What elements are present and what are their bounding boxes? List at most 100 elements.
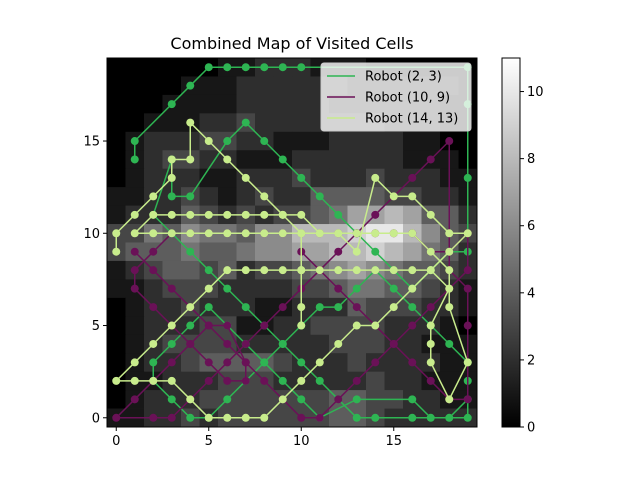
series-point bbox=[223, 395, 232, 404]
heatmap-cell bbox=[273, 94, 293, 114]
series-point bbox=[186, 321, 195, 330]
series-point bbox=[426, 376, 435, 385]
heatmap-cell bbox=[421, 390, 441, 409]
series-point bbox=[297, 63, 306, 72]
series-point bbox=[260, 192, 269, 201]
series-point bbox=[445, 339, 454, 348]
heatmap-cell bbox=[107, 334, 126, 354]
series-point bbox=[297, 321, 306, 330]
series-point bbox=[204, 413, 213, 422]
heatmap-cell bbox=[273, 187, 293, 206]
series-point bbox=[167, 358, 176, 367]
heatmap-cell bbox=[107, 279, 126, 299]
series-point bbox=[352, 321, 361, 330]
heatmap-cell bbox=[384, 242, 404, 262]
heatmap-cell bbox=[421, 168, 441, 188]
heatmap-cell bbox=[107, 297, 126, 317]
heatmap-cell bbox=[236, 94, 256, 114]
series-point bbox=[241, 358, 250, 367]
series-point bbox=[112, 247, 121, 256]
chart-title: Combined Map of Visited Cells bbox=[170, 34, 413, 53]
series-point bbox=[130, 210, 139, 219]
heatmap-cell bbox=[144, 94, 163, 114]
heatmap-cell bbox=[255, 94, 274, 114]
series-point bbox=[445, 303, 454, 312]
series-point bbox=[223, 376, 232, 385]
series-point bbox=[463, 173, 472, 182]
heatmap-cell bbox=[107, 113, 126, 133]
heatmap-cell bbox=[236, 316, 256, 336]
heatmap-cell bbox=[329, 187, 348, 206]
series-point bbox=[408, 284, 417, 293]
heatmap-cell bbox=[403, 371, 422, 391]
series-point bbox=[223, 210, 232, 219]
heatmap-cell bbox=[236, 279, 256, 299]
series-point bbox=[445, 229, 454, 238]
heatmap-cell bbox=[255, 76, 274, 96]
series-point bbox=[334, 284, 343, 293]
series-point bbox=[186, 395, 195, 404]
series-point bbox=[260, 210, 269, 219]
heatmap-cell bbox=[107, 205, 126, 225]
series-point bbox=[167, 192, 176, 201]
heatmap-cell bbox=[310, 205, 330, 225]
series-point bbox=[389, 229, 398, 238]
heatmap-cell bbox=[199, 113, 219, 133]
series-point bbox=[297, 266, 306, 275]
heatmap-cell bbox=[218, 168, 237, 188]
heatmap-cell bbox=[125, 168, 145, 188]
heatmap-cell bbox=[310, 150, 330, 170]
heatmap-cell bbox=[125, 58, 145, 77]
series-point bbox=[408, 358, 417, 367]
series-point bbox=[426, 247, 435, 256]
series-point bbox=[352, 376, 361, 385]
heatmap-cell bbox=[218, 297, 237, 317]
heatmap-cell bbox=[236, 242, 256, 262]
colorbar-tick-label: 0 bbox=[527, 421, 535, 436]
heatmap-cell bbox=[218, 242, 237, 262]
heatmap-cell bbox=[236, 76, 256, 96]
heatmap-cell bbox=[218, 187, 237, 206]
heatmap-cell bbox=[310, 279, 330, 299]
series-point bbox=[278, 376, 287, 385]
series-point bbox=[315, 229, 324, 238]
heatmap-cell bbox=[347, 353, 367, 373]
series-point bbox=[149, 413, 158, 422]
series-point bbox=[445, 247, 454, 256]
legend-label: Robot (10, 9) bbox=[365, 91, 450, 106]
series-point bbox=[445, 266, 454, 275]
series-point bbox=[186, 413, 195, 422]
series-point bbox=[204, 376, 213, 385]
series-point bbox=[371, 229, 380, 238]
heatmap-cell bbox=[199, 390, 219, 409]
series-point bbox=[260, 229, 269, 238]
heatmap-cell bbox=[347, 187, 367, 206]
series-point bbox=[297, 358, 306, 367]
series-point bbox=[204, 284, 213, 293]
series-point bbox=[371, 321, 380, 330]
heatmap-cell bbox=[310, 390, 330, 409]
colorbar: 0 2 4 6 8 10 bbox=[501, 57, 544, 436]
series-point bbox=[130, 229, 139, 238]
series-point bbox=[426, 210, 435, 219]
heatmap-cell bbox=[273, 353, 293, 373]
heatmap-cell bbox=[107, 390, 126, 409]
heatmap-cell bbox=[162, 58, 182, 77]
series-point bbox=[223, 358, 232, 367]
heatmap-cell bbox=[162, 297, 182, 317]
heatmap-cell bbox=[329, 353, 348, 373]
series-point bbox=[408, 395, 417, 404]
heatmap-cell bbox=[218, 113, 237, 133]
heatmap-cell bbox=[366, 279, 385, 299]
heatmap-cell bbox=[199, 94, 219, 114]
series-point bbox=[241, 266, 250, 275]
series-point bbox=[204, 210, 213, 219]
series-point bbox=[389, 192, 398, 201]
heatmap-cell bbox=[162, 260, 182, 280]
y-tick-label: 10 bbox=[83, 227, 100, 242]
heatmap-cell bbox=[292, 187, 311, 206]
series-point bbox=[315, 303, 324, 312]
heatmap-cell bbox=[384, 168, 404, 188]
legend-box bbox=[320, 62, 472, 132]
